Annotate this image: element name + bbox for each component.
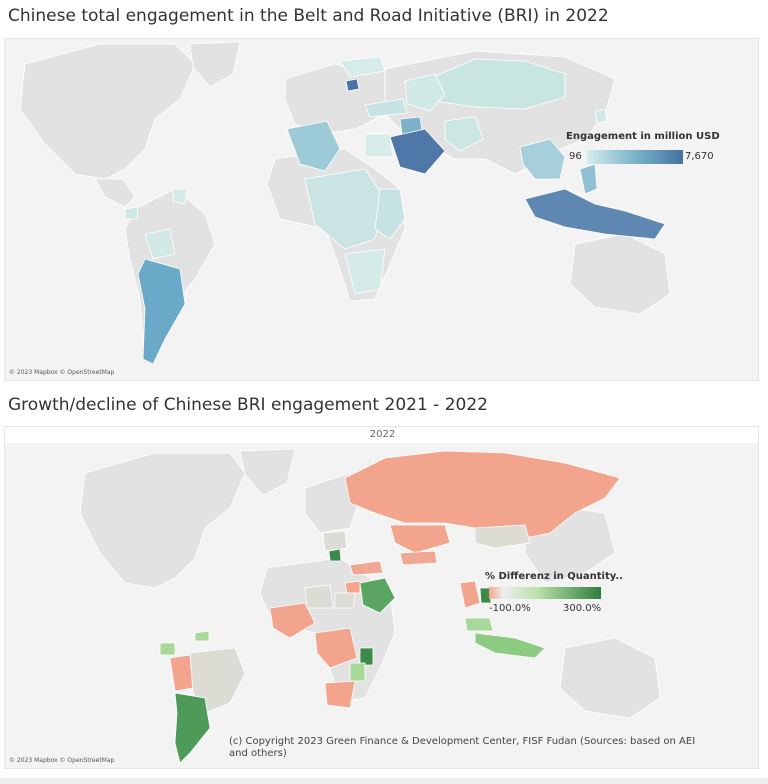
country-mongolia (424, 58, 566, 110)
country-southern-africa (324, 680, 356, 709)
country-central-africa (304, 168, 386, 250)
country-southern-africa (344, 248, 386, 295)
growth-map-area (5, 443, 758, 768)
country-egypt (364, 133, 394, 158)
country-guyana (172, 188, 188, 205)
country-saudi-arabia (389, 128, 446, 175)
country-turkey (349, 560, 384, 576)
australia-land (569, 233, 671, 315)
country-kazakhstan (389, 524, 451, 554)
country-pakistan (444, 116, 484, 152)
map2-legend-title: % Differenz in Quantity.. (485, 571, 623, 582)
country-argentina (174, 692, 211, 764)
country-malaysia (464, 617, 494, 632)
greenland-land (239, 448, 296, 496)
map1-title: Chinese total engagement in the Belt and… (8, 6, 609, 26)
map1-attribution[interactable]: © 2023 Mapbox © OpenStreetMap (9, 369, 115, 376)
country-mongolia (474, 524, 531, 549)
country-indonesia (474, 632, 546, 659)
map2-legend-gradient (489, 587, 601, 599)
country-serbia (345, 78, 360, 92)
growth-map-canvas (79, 448, 661, 764)
map2-legend-min: -100.0% (489, 603, 531, 614)
country-indonesia (524, 188, 666, 240)
australia-land (559, 637, 661, 719)
map1-legend-gradient (587, 150, 683, 164)
country-egypt (334, 592, 356, 609)
north-america-land (19, 43, 196, 180)
engagement-map[interactable]: Engagement in million USD 96 7,670 © 202… (4, 38, 759, 381)
country-kazakhstan (404, 73, 446, 112)
country-panama (124, 206, 139, 220)
country-balkans (328, 548, 342, 562)
country-vietnam-laos (479, 587, 492, 604)
map1-legend-title: Engagement in million USD (566, 131, 720, 142)
copyright-note: (c) Copyright 2023 Green Finance & Devel… (229, 736, 696, 759)
country-southeast-asia (459, 580, 481, 609)
central-america-land (94, 178, 136, 208)
country-eastern-europe (322, 530, 348, 552)
bottom-toolbar-strip (0, 778, 768, 784)
country-east-africa (374, 188, 406, 240)
country-iraq (344, 580, 361, 594)
country-turkey (364, 98, 408, 118)
map1-legend-min: 96 (569, 151, 582, 162)
country-central-america (159, 642, 176, 656)
map1-legend-max: 7,670 (685, 151, 714, 162)
north-america-land (79, 452, 246, 589)
growth-map[interactable]: 2022 (4, 426, 759, 769)
country-sahel (304, 584, 334, 609)
engagement-map-canvas (19, 41, 671, 365)
map2-title: Growth/decline of Chinese BRI engagement… (8, 395, 488, 415)
country-saudi-arabia (359, 577, 396, 614)
country-central-asia (399, 550, 438, 566)
country-south-korea (594, 108, 608, 124)
country-east-africa (349, 662, 366, 682)
greenland-land (189, 41, 241, 88)
map2-legend-max: 300.0% (563, 603, 602, 614)
country-philippines (579, 163, 598, 195)
country-ukraine (339, 56, 386, 78)
country-algeria (286, 120, 341, 172)
country-southeast-asia (519, 138, 566, 180)
europe-land (284, 63, 386, 135)
country-caribbean (194, 630, 210, 642)
country-west-africa (269, 602, 316, 639)
country-argentina (137, 258, 186, 365)
country-kenya (359, 647, 374, 666)
country-peru (169, 654, 194, 692)
country-brazil-area (189, 647, 246, 714)
country-central-africa (314, 627, 358, 669)
column-header: 2022 (369, 429, 396, 440)
europe-land (304, 472, 361, 534)
country-russia (344, 450, 621, 539)
map2-attribution[interactable]: © 2023 Mapbox © OpenStreetMap (9, 757, 115, 764)
country-colombia (144, 228, 176, 260)
